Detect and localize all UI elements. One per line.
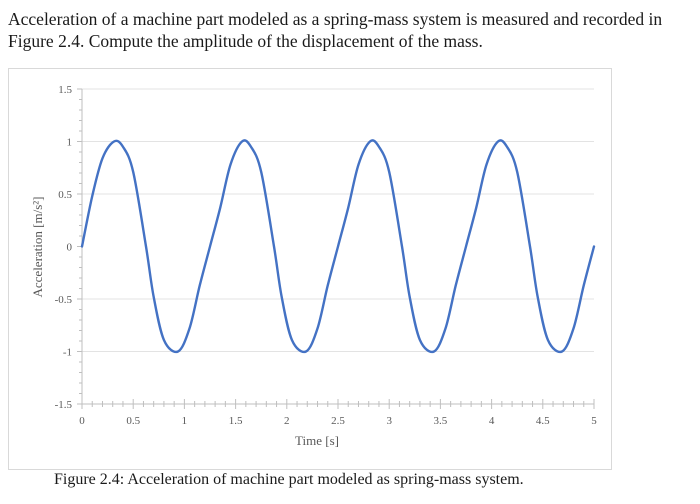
data-point xyxy=(593,246,595,248)
data-point xyxy=(260,171,262,173)
x-tick-label: 5 xyxy=(591,415,597,427)
data-point xyxy=(327,284,329,286)
x-tick-label: 2 xyxy=(284,415,290,427)
data-point xyxy=(497,141,499,143)
data-point xyxy=(516,171,518,173)
data-point xyxy=(388,171,390,173)
data-point xyxy=(419,339,421,341)
x-tick-label: 0 xyxy=(79,415,85,427)
y-tick-label: 0.5 xyxy=(58,189,72,201)
data-point xyxy=(81,246,83,248)
x-tick-label: 3.5 xyxy=(434,415,448,427)
data-point xyxy=(409,296,411,298)
data-point xyxy=(122,146,124,148)
data-point xyxy=(537,296,539,298)
y-tick-label: -1.5 xyxy=(55,399,73,411)
x-tick-label: 1 xyxy=(182,415,188,427)
data-point xyxy=(281,296,283,298)
data-point xyxy=(145,246,147,248)
data-point xyxy=(506,146,508,148)
data-point xyxy=(465,246,467,248)
x-tick-label: 0.5 xyxy=(126,415,140,427)
data-point xyxy=(485,164,487,166)
x-tick-label: 3 xyxy=(386,415,392,427)
data-point xyxy=(401,246,403,248)
data-point xyxy=(317,327,319,329)
data-point xyxy=(273,246,275,248)
data-point xyxy=(189,327,191,329)
data-point xyxy=(455,284,457,286)
y-tick-label: 1.5 xyxy=(58,84,72,96)
series-layer xyxy=(80,139,596,354)
acceleration-chart: 1.510.50-0.5-1-1.50 0.5 1 1.5 2 2.5 3 3.5 4 4.5 5 … xyxy=(30,84,598,448)
data-point xyxy=(101,157,103,159)
data-point xyxy=(305,351,307,353)
acceleration-series-line xyxy=(80,139,596,354)
x-tick-label: 1.5 xyxy=(229,415,243,427)
x-tick-label: 2.5 xyxy=(331,415,345,427)
data-point xyxy=(177,351,179,353)
tick-labels: 1.5 1 0.5 0 -0.5 -1 -1.5 0 0.5 1 1.5 2 2.5 3 3.5 4 4.5 5 xyxy=(55,84,598,427)
data-point xyxy=(219,207,221,209)
data-point xyxy=(291,339,293,341)
data-point xyxy=(433,351,435,353)
data-point xyxy=(91,195,93,197)
data-point xyxy=(209,246,211,248)
data-point xyxy=(378,146,380,148)
figure-caption: Figure 2.4: Acceleration of machine part… xyxy=(54,471,524,488)
y-tick-label: -1 xyxy=(63,347,72,359)
data-point xyxy=(153,296,155,298)
y-tick-label: -0.5 xyxy=(55,294,73,306)
x-axis-title: Time [s] xyxy=(295,433,339,448)
data-point xyxy=(475,207,477,209)
figure-frame: 1.5 1 0.5 0 -0.5 -1 -1.5 0 0.5 1 1.5 2 2.5 3 3.5 4 4.5 5 … xyxy=(8,68,612,470)
data-point xyxy=(241,141,243,143)
data-point xyxy=(337,246,339,248)
y-tick-label: 0 xyxy=(67,242,73,254)
x-tick-label: 4 xyxy=(489,415,495,427)
data-point xyxy=(199,284,201,286)
data-point xyxy=(163,339,165,341)
data-point xyxy=(347,207,349,209)
data-point xyxy=(583,284,585,286)
y-axis-title: Acceleration [m/s²] xyxy=(30,197,45,298)
data-point xyxy=(529,246,531,248)
problem-statement: Acceleration of a machine part modeled a… xyxy=(8,9,663,51)
data-point xyxy=(445,327,447,329)
data-point xyxy=(369,141,371,143)
data-point xyxy=(229,164,231,166)
data-point xyxy=(547,339,549,341)
data-point xyxy=(113,141,115,143)
x-tick-label: 4.5 xyxy=(536,415,550,427)
data-point xyxy=(561,351,563,353)
data-point xyxy=(573,327,575,329)
data-point xyxy=(132,171,134,173)
data-point xyxy=(250,146,252,148)
y-tick-label: 1 xyxy=(67,137,73,149)
data-point xyxy=(357,164,359,166)
axes xyxy=(77,88,595,409)
